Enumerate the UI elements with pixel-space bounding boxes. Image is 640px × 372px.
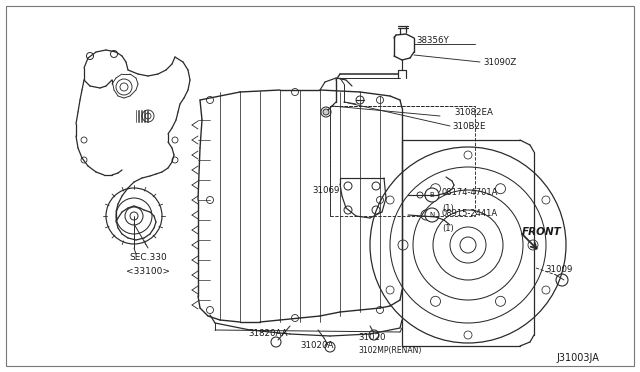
Text: 31820AA: 31820AA — [248, 328, 287, 337]
Text: FRONT: FRONT — [522, 227, 562, 237]
Text: SEC.330: SEC.330 — [129, 253, 167, 263]
Text: N: N — [429, 212, 435, 218]
Text: (1): (1) — [442, 203, 454, 212]
Text: 310B2E: 310B2E — [452, 122, 486, 131]
Text: 38356Y: 38356Y — [416, 35, 449, 45]
Text: J31003JA: J31003JA — [556, 353, 599, 363]
Circle shape — [323, 109, 329, 115]
Bar — [330, 106, 475, 216]
Circle shape — [425, 188, 439, 202]
Text: 31090Z: 31090Z — [483, 58, 516, 67]
Text: 08915-2441A: 08915-2441A — [442, 208, 498, 218]
Text: 3102MP(RENAN): 3102MP(RENAN) — [358, 346, 421, 355]
Text: 31069: 31069 — [312, 186, 339, 195]
Text: 31020A: 31020A — [300, 341, 333, 350]
Text: 31082EA: 31082EA — [454, 108, 493, 116]
Circle shape — [425, 208, 439, 222]
Text: (1): (1) — [442, 224, 454, 232]
Text: 31009: 31009 — [545, 266, 572, 275]
Text: 08174-4701A: 08174-4701A — [442, 187, 499, 196]
Text: B: B — [429, 192, 435, 198]
Text: 31020: 31020 — [358, 333, 385, 341]
Text: <33100>: <33100> — [126, 267, 170, 276]
